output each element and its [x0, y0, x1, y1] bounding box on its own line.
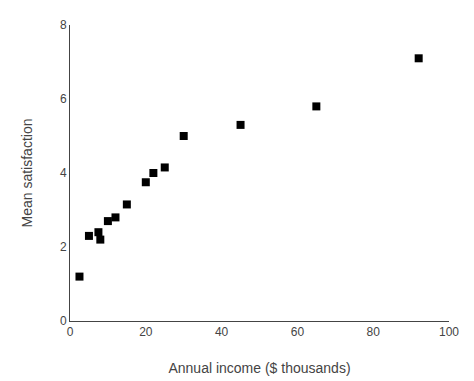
svg-text:0: 0 [60, 314, 67, 328]
svg-text:20: 20 [139, 325, 153, 339]
svg-text:100: 100 [439, 325, 459, 339]
svg-text:80: 80 [367, 325, 381, 339]
svg-text:Annual income ($ thousands): Annual income ($ thousands) [168, 360, 350, 376]
svg-text:0: 0 [67, 325, 74, 339]
svg-text:40: 40 [215, 325, 229, 339]
svg-text:4: 4 [60, 166, 67, 180]
svg-text:8: 8 [60, 18, 67, 32]
svg-text:60: 60 [291, 325, 305, 339]
svg-text:6: 6 [60, 92, 67, 106]
svg-text:Mean satisfaction: Mean satisfaction [19, 119, 35, 228]
svg-text:2: 2 [60, 240, 67, 254]
